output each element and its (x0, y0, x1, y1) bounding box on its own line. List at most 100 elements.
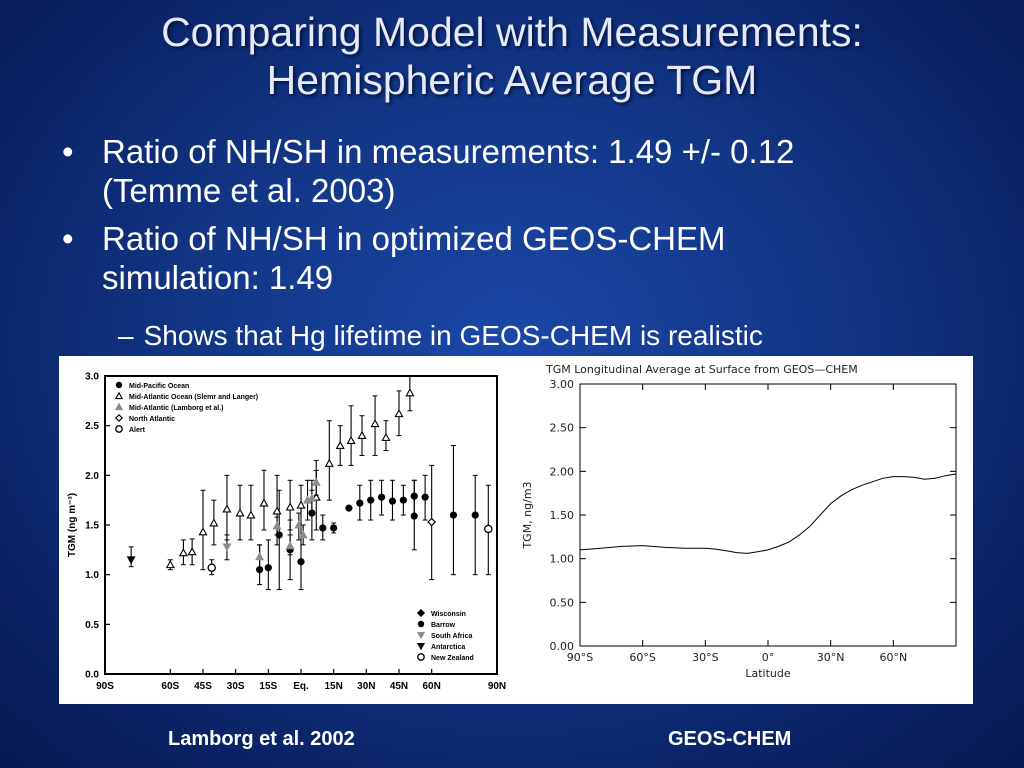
chart-title: TGM Longitudinal Average at Surface from… (545, 363, 858, 376)
data-point (405, 388, 415, 397)
legend-label: North Atlantic (129, 416, 175, 423)
y-tick-label: 2.00 (550, 465, 575, 478)
x-tick-label: 15N (324, 681, 342, 692)
data-point (222, 504, 232, 513)
x-tick-label: 90N (488, 681, 506, 692)
data-point (484, 524, 493, 534)
legend-label: Alert (129, 427, 146, 434)
y-tick-label: 2.50 (550, 422, 575, 435)
data-point (222, 543, 232, 552)
slide-title-line-1: Comparing Model with Measurements: (161, 9, 863, 55)
bullet-2-line-2: simulation: 1.49 (102, 259, 334, 296)
bullet-2-line-1: Ratio of NH/SH in optimized GEOS-CHEM (102, 220, 726, 257)
legend-label: Wisconsin (431, 611, 466, 618)
dash-icon: – (118, 320, 134, 351)
data-point (471, 511, 479, 519)
x-tick-label: 45N (390, 681, 408, 692)
data-point (377, 493, 386, 501)
sub-bullet-text: Shows that Hg lifetime in GEOS-CHEM is r… (143, 320, 763, 351)
series-south-africa (222, 534, 232, 561)
x-tick-label: 60S (161, 681, 179, 692)
y-tick-label: 3.0 (85, 372, 99, 383)
data-point (285, 502, 295, 511)
x-tick-label: 45S (194, 681, 212, 692)
x-tick-label: 30S (227, 681, 245, 692)
data-point (264, 564, 272, 572)
legend-marker (416, 608, 426, 618)
sub-bullet: – Shows that Hg lifetime in GEOS-CHEM is … (118, 318, 763, 354)
bullet-1-line-2: (Temme et al. 2003) (102, 172, 396, 209)
legend-marker (115, 381, 123, 389)
y-tick-label: 0.0 (85, 670, 99, 681)
y-tick-label: 1.50 (550, 509, 575, 522)
data-point (356, 499, 364, 507)
data-point (394, 409, 404, 418)
data-point (381, 432, 391, 442)
data-point (311, 477, 321, 486)
y-axis-label: TGM (ng m⁻³) (67, 493, 78, 557)
caption-measurements: Lamborg et al. 2002 (168, 728, 355, 750)
data-point (296, 500, 306, 509)
x-axis-label: Latitude (745, 667, 791, 680)
x-tick-label: 30°N (817, 651, 845, 664)
data-point (246, 510, 256, 519)
y-tick-label: 0.00 (550, 640, 575, 653)
legend-marker (416, 631, 426, 640)
legend-label: Mid-Atlantic Ocean (Slemr and Langer) (129, 394, 258, 401)
x-tick-label: 60N (422, 681, 440, 692)
legend-label: Antarctica (431, 644, 465, 651)
x-tick-label: 90S (96, 681, 114, 692)
caption-model: GEOS-CHEM (668, 728, 792, 750)
x-tick-label: 15S (259, 681, 277, 692)
data-point (272, 506, 282, 515)
bullet-point-icon: • (62, 220, 74, 257)
data-point (410, 512, 418, 520)
legend-marker (114, 402, 124, 411)
data-point (345, 504, 353, 512)
bullet-1-line-1: Ratio of NH/SH in measurements: 1.49 +/-… (102, 133, 795, 170)
legend-label: Barrow (431, 622, 456, 629)
data-point (198, 527, 208, 536)
legend-marker (114, 413, 124, 423)
y-tick-label: 2.5 (85, 421, 99, 432)
data-point (427, 517, 437, 527)
series-alert (484, 484, 493, 576)
series-new-zealand (207, 559, 216, 576)
bullet-point-icon: • (62, 133, 74, 170)
series-barrow (471, 474, 479, 576)
data-point (367, 496, 375, 504)
legend-label: South Africa (431, 633, 472, 640)
data-point (126, 556, 136, 565)
data-point (178, 548, 188, 557)
bullet-list: • Ratio of NH/SH in measurements: 1.49 +… (60, 132, 980, 306)
x-tick-label: Eq. (293, 681, 309, 692)
data-point (421, 493, 429, 501)
data-point (297, 558, 305, 566)
data-point (357, 430, 367, 440)
measurements-chart-panel: 0.0 0.5 1.0 1.5 2.0 2.5 3.0 90S 60S 45S 30S 15S Eq. 1… (59, 356, 515, 704)
series-mid-atlantic-lamborg-et-al- (255, 469, 321, 571)
data-point (207, 563, 216, 572)
legend-label: New Zealand (431, 655, 474, 662)
data-point (346, 435, 356, 444)
x-tick-label: 60°S (629, 651, 655, 664)
x-tick-label: 90°S (567, 651, 593, 664)
data-point (330, 524, 338, 532)
data-point (298, 530, 308, 539)
y-tick-label: 1.00 (550, 553, 575, 566)
y-tick-label: 1.0 (85, 570, 99, 581)
y-tick-label: 3.00 (550, 378, 575, 391)
legend-label: Mid-Atlantic (Lamborg et al.) (129, 405, 224, 412)
data-point (165, 560, 175, 569)
legend-label: Mid-Pacific Ocean (129, 383, 189, 390)
data-point (187, 547, 197, 556)
plot-frame (579, 383, 957, 647)
y-tick-label: 1.5 (85, 521, 99, 532)
data-point (294, 520, 304, 529)
series-mid-pacific-ocean (256, 445, 458, 591)
x-tick-label: 60°N (879, 651, 907, 664)
slide-title: Comparing Model with Measurements: Hemis… (0, 8, 1024, 104)
series-antarctica (126, 546, 136, 568)
legend-marker (417, 620, 425, 628)
data-point (324, 458, 334, 467)
